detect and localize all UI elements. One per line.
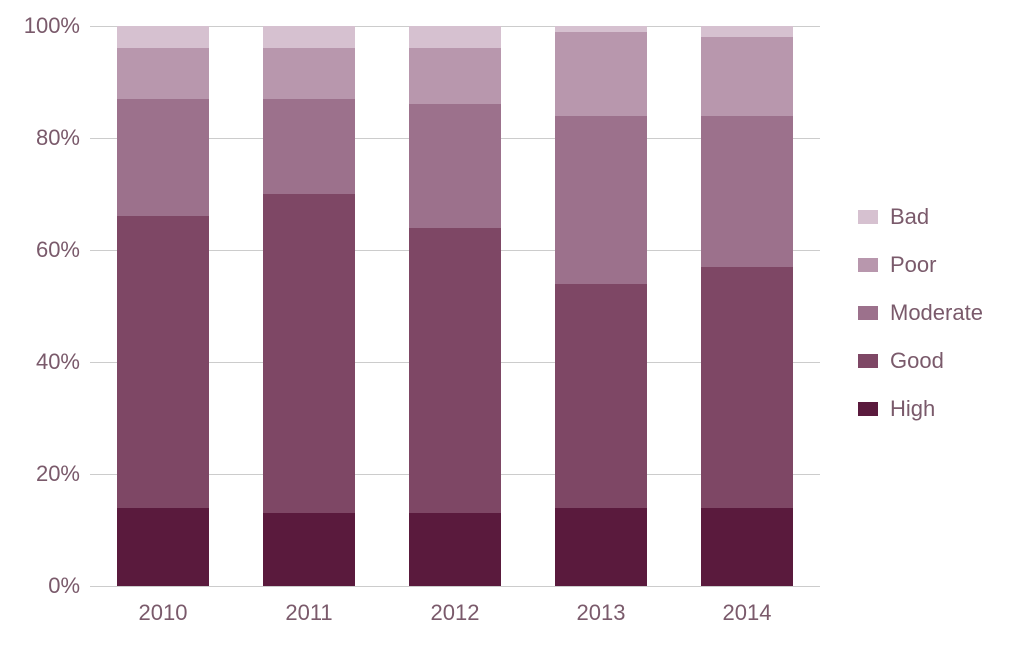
bar-column [555,26,646,586]
bar-segment-poor [555,32,646,116]
legend-label: High [890,396,935,422]
y-tick-label: 0% [48,573,90,599]
y-tick-label: 100% [24,13,90,39]
bar-segment-high [263,513,354,586]
stacked-bar-chart: 0%20%40%60%80%100%20102011201220132014 B… [0,0,1024,659]
bar-segment-bad [263,26,354,48]
x-tick-label: 2012 [431,600,480,626]
legend-swatch [858,354,878,368]
x-tick-label: 2014 [723,600,772,626]
bar-segment-moderate [701,116,792,267]
bar-column [117,26,208,586]
bars-layer [90,26,820,586]
legend-item: Good [858,348,983,374]
legend-swatch [858,210,878,224]
x-tick-label: 2010 [139,600,188,626]
bar-segment-good [263,194,354,513]
y-tick-label: 20% [36,461,90,487]
legend-swatch [858,258,878,272]
plot-area: 0%20%40%60%80%100%20102011201220132014 [90,26,820,586]
bar-segment-moderate [263,99,354,194]
legend-item: Moderate [858,300,983,326]
bar-column [701,26,792,586]
x-tick-label: 2011 [285,600,332,626]
bar-column [409,26,500,586]
legend-label: Bad [890,204,929,230]
bar-segment-high [555,508,646,586]
legend: Bad Poor Moderate Good High [858,204,983,444]
bar-segment-high [701,508,792,586]
bar-segment-bad [701,26,792,37]
y-tick-label: 40% [36,349,90,375]
bar-segment-bad [117,26,208,48]
bar-segment-poor [409,48,500,104]
bar-segment-bad [409,26,500,48]
y-tick-label: 60% [36,237,90,263]
legend-swatch [858,306,878,320]
bar-segment-moderate [409,104,500,227]
y-tick-label: 80% [36,125,90,151]
bar-segment-poor [263,48,354,98]
bar-segment-good [555,284,646,508]
bar-segment-moderate [117,99,208,217]
bar-segment-good [409,228,500,514]
bar-column [263,26,354,586]
gridline [90,586,820,587]
bar-segment-high [409,513,500,586]
bar-segment-poor [701,37,792,115]
legend-label: Moderate [890,300,983,326]
legend-label: Good [890,348,944,374]
bar-segment-bad [555,26,646,32]
legend-label: Poor [890,252,936,278]
legend-item: Bad [858,204,983,230]
bar-segment-moderate [555,116,646,284]
legend-swatch [858,402,878,416]
bar-segment-poor [117,48,208,98]
legend-item: Poor [858,252,983,278]
legend-item: High [858,396,983,422]
x-tick-label: 2013 [577,600,626,626]
bar-segment-high [117,508,208,586]
bar-segment-good [117,216,208,507]
bar-segment-good [701,267,792,508]
